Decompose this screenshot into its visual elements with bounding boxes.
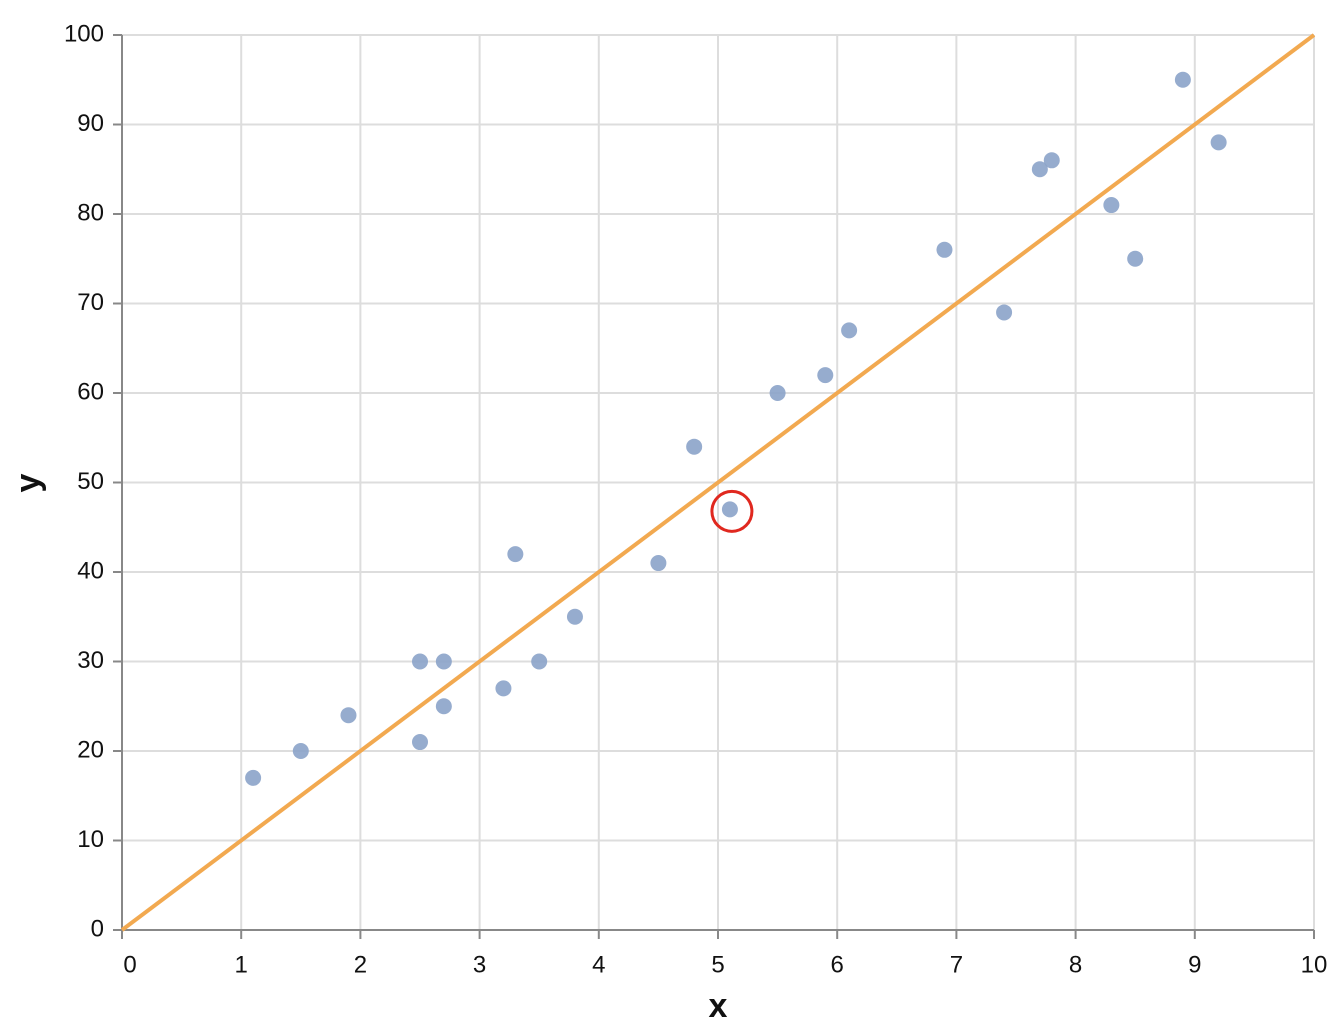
point [686,438,703,455]
y-tick-label: 80 [77,199,104,226]
point [650,555,667,572]
point [1174,71,1191,88]
point [936,241,953,258]
point [412,653,428,670]
x-tick-label: 3 [473,951,486,978]
x-tick-label: 5 [711,951,724,978]
y-tick-label: 100 [64,20,104,47]
point [340,707,357,724]
x-tick-label: 7 [950,951,963,978]
highlight-ring [710,489,754,533]
point [1043,152,1060,169]
point [245,769,262,786]
y-tick-label: 70 [77,289,104,316]
y-tick-label: 10 [77,826,104,853]
y-tick-label: 60 [77,378,104,405]
y-axis-title: y [9,473,47,492]
point [769,385,786,401]
fit-line [120,33,1316,932]
point [1103,197,1120,214]
point [721,501,738,518]
x-tick-label: 8 [1069,951,1082,978]
point [412,734,428,751]
x-tick-label: 1 [235,951,248,978]
point [507,546,524,563]
point [1127,250,1144,267]
x-tick-label: 6 [831,951,844,978]
x-tick-label: 0 [123,951,136,978]
y-tick-label: 90 [77,110,104,137]
y-tick-label: 30 [77,647,104,674]
y-tick-label: 20 [77,736,104,763]
y-tick-label: 0 [91,915,104,942]
point [1031,161,1048,178]
y-tick-label: 50 [77,468,104,495]
point [292,743,309,759]
point [817,367,834,384]
point [435,653,452,670]
point [495,680,512,697]
x-axis-title: x [709,987,728,1025]
x-tick-label: 10 [1301,951,1328,978]
point [435,698,452,715]
point [1210,134,1227,151]
point [996,304,1013,321]
x-tick-label: 4 [592,951,605,978]
y-tick-label: 40 [77,557,104,584]
point [531,653,548,670]
point [841,322,858,339]
x-tick-label: 9 [1188,951,1201,978]
point [566,608,583,625]
x-tick-label: 2 [354,951,367,978]
